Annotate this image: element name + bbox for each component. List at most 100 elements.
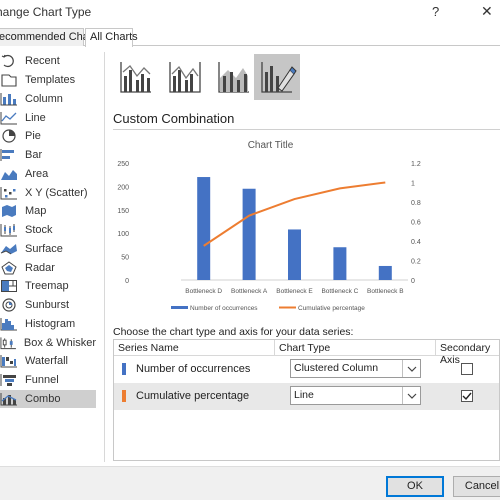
bar-bottleneck-b (378, 265, 392, 280)
sidebar-item-recent[interactable]: Recent (0, 52, 96, 71)
sidebar-item-label: Templates (25, 74, 76, 87)
chart-svg: 0 50 100 150 200 250 0 0.2 0.4 0.6 0.8 1 1.2 Bottlene… (117, 161, 421, 312)
sidebar-item-label: Stock (25, 224, 53, 237)
dialog-footer: OK Cancel (0, 466, 500, 500)
tab-strip: ecommended Charts All Charts (0, 28, 500, 47)
clustered-column-line-icon (120, 62, 151, 93)
area-chart-icon (1, 169, 17, 180)
sidebar-item-label: Area (25, 167, 49, 180)
box-whisker-chart-icon (0, 337, 16, 349)
x-tick-label: Bottleneck B (367, 288, 404, 295)
series-table: Series Name Chart Type Secondary Axis Nu… (113, 339, 500, 461)
waterfall-chart-icon (0, 355, 17, 368)
templates-icon (1, 74, 17, 87)
surface-chart-icon (0, 243, 17, 255)
sidebar-item-scatter[interactable]: X Y (Scatter) (0, 183, 96, 202)
bar-chart-icon (0, 149, 14, 162)
treemap-chart-icon (1, 280, 17, 293)
sidebar-item-stock[interactable]: Stock (0, 221, 96, 240)
y-tick-label: 200 (117, 184, 129, 191)
chart-type-dropdown[interactable]: Line (290, 386, 421, 405)
chart-type-dropdown[interactable]: Clustered Column (290, 359, 421, 378)
ok-button[interactable]: OK (386, 476, 444, 497)
y2-tick-label: 0 (411, 278, 415, 285)
radar-chart-icon (1, 261, 17, 275)
x-tick-label: Bottleneck D (185, 288, 222, 295)
stacked-area-clustered-column-icon (218, 62, 249, 93)
secondary-axis-checkbox[interactable] (461, 363, 473, 375)
column-header-chart-type: Chart Type (279, 342, 331, 354)
combo-variant-clustered-column-line-secondary-axis[interactable] (162, 54, 208, 100)
sidebar-item-map[interactable]: Map (0, 202, 96, 221)
sidebar-item-column[interactable]: Column (0, 90, 96, 109)
sidebar-item-label: Treemap (25, 280, 69, 293)
sidebar-item-pie[interactable]: Pie (0, 127, 96, 146)
sidebar-item-area[interactable]: Area (0, 165, 96, 184)
checkmark-icon (462, 392, 472, 401)
y2-tick-label: 0.6 (411, 220, 421, 227)
chart-preview: Chart Title 0 50 100 150 200 250 0 0.2 0.4 0.6 0.8… (113, 133, 493, 318)
sidebar-item-waterfall[interactable]: Waterfall (0, 352, 96, 371)
sidebar-item-bar[interactable]: Bar (0, 146, 96, 165)
x-tick-label: Bottleneck C (321, 288, 358, 295)
sidebar-item-histogram[interactable]: Histogram (0, 315, 96, 334)
sidebar-item-box-whisker[interactable]: Box & Whisker (0, 333, 96, 352)
y-tick-label: 250 (117, 161, 129, 168)
tab-recommended-charts[interactable]: ecommended Charts (0, 28, 101, 46)
sidebar-item-label: Bar (25, 149, 43, 162)
chart-type-value: Line (294, 389, 314, 401)
sidebar-item-line[interactable]: Line (0, 108, 96, 127)
sidebar-item-label: Radar (25, 261, 55, 274)
tab-all-charts[interactable]: All Charts (85, 28, 138, 47)
sidebar-item-sunburst[interactable]: Sunburst (0, 296, 96, 315)
title-bar: hange Chart Type ? ✕ (0, 0, 500, 26)
combo-variant-stacked-area-clustered-column[interactable] (211, 54, 257, 100)
y2-tick-label: 0.2 (411, 259, 421, 266)
series-color-swatch (122, 390, 126, 402)
sidebar-item-templates[interactable]: Templates (0, 71, 96, 90)
line-chart-icon (0, 111, 17, 125)
bar-bottleneck-c (333, 247, 347, 280)
y2-tick-label: 0.8 (411, 200, 421, 207)
sidebar-item-label: Histogram (25, 317, 76, 330)
combo-variant-clustered-column-line[interactable] (113, 54, 159, 100)
sidebar-item-surface[interactable]: Surface (0, 240, 96, 259)
series-row-number-of-occurrences: Number of occurrences Clustered Column (114, 356, 499, 383)
y-tick-label: 0 (125, 278, 129, 285)
sidebar-item-label: Line (25, 111, 46, 124)
series-table-header: Series Name Chart Type Secondary Axis (114, 340, 499, 366)
y-tick-label: 50 (121, 255, 129, 262)
sidebar-item-funnel[interactable]: Funnel (0, 371, 96, 390)
combo-variant-custom-combination[interactable] (254, 54, 300, 100)
scatter-chart-icon (0, 186, 17, 200)
sidebar-item-label: Surface (25, 242, 63, 255)
series-name: Number of occurrences (136, 363, 251, 375)
sidebar-item-combo[interactable]: Combo (0, 389, 96, 409)
help-button[interactable]: ? (432, 4, 440, 19)
x-tick-label: Bottleneck A (231, 288, 268, 295)
sidebar-item-radar[interactable]: Radar (0, 258, 96, 277)
legend-label: Cumulative percentage (298, 305, 365, 312)
cumulative-percentage-line (203, 181, 386, 247)
sidebar-item-label: Recent (25, 55, 60, 68)
histogram-chart-icon (0, 317, 17, 331)
sidebar-item-label: Column (25, 92, 63, 105)
cancel-button[interactable]: Cancel (453, 476, 500, 497)
chart-type-value: Clustered Column (294, 362, 379, 374)
sidebar-item-label: Box & Whisker (23, 336, 96, 349)
series-instruction: Choose the chart type and axis for your … (113, 326, 354, 338)
chevron-down-icon (402, 387, 420, 404)
stock-chart-icon (0, 224, 17, 237)
custom-combination-icon (261, 62, 297, 93)
sidebar-item-treemap[interactable]: Treemap (0, 277, 96, 296)
section-title: Custom Combination (113, 111, 235, 126)
series-name: Cumulative percentage (136, 390, 250, 402)
sidebar-item-label: Funnel (25, 374, 59, 387)
series-row-cumulative-percentage: Cumulative percentage Line (114, 383, 499, 410)
dialog-title: hange Chart Type (0, 5, 92, 19)
sidebar-item-label: X Y (Scatter) (25, 186, 88, 199)
secondary-axis-checkbox[interactable] (461, 390, 473, 402)
y2-tick-label: 0.4 (411, 239, 421, 246)
bar-bottleneck-a (242, 188, 256, 280)
close-button[interactable]: ✕ (481, 3, 493, 19)
